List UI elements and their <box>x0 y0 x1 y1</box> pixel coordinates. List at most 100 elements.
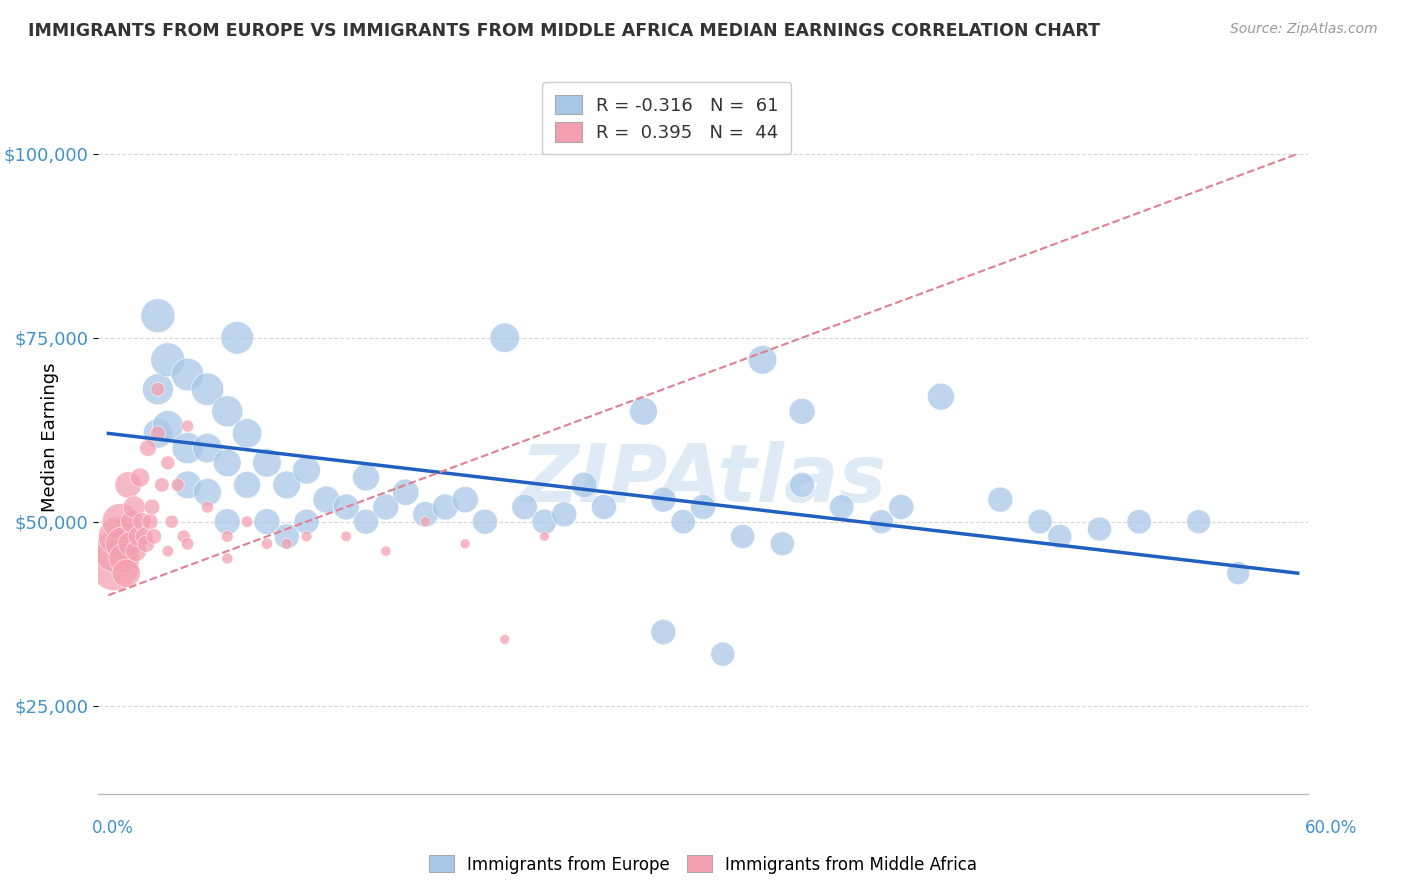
Point <box>770 537 793 551</box>
Point <box>1187 515 1209 529</box>
Text: Source: ZipAtlas.com: Source: ZipAtlas.com <box>1230 22 1378 37</box>
Point <box>176 537 198 551</box>
Point <box>197 441 219 455</box>
Point <box>146 426 169 441</box>
Point <box>173 529 195 543</box>
Text: Median Earnings: Median Earnings <box>41 362 59 512</box>
Point <box>494 331 516 345</box>
Point <box>633 404 655 418</box>
Point <box>652 492 675 507</box>
Point <box>129 470 152 484</box>
Point <box>236 478 259 492</box>
Point <box>217 404 239 418</box>
Point <box>166 478 188 492</box>
Point <box>553 508 575 522</box>
Point <box>217 551 239 566</box>
Point <box>295 529 318 543</box>
Point <box>354 515 377 529</box>
Point <box>236 515 259 529</box>
Point <box>141 500 163 514</box>
Point <box>226 331 249 345</box>
Point <box>197 500 219 514</box>
Point <box>103 558 125 573</box>
Point <box>256 515 278 529</box>
Point <box>672 515 695 529</box>
Point <box>295 463 318 477</box>
Point <box>790 478 813 492</box>
Point <box>156 456 179 470</box>
Point <box>107 529 129 543</box>
Point <box>122 500 145 514</box>
Point <box>494 632 516 647</box>
Point <box>295 515 318 529</box>
Point <box>870 515 893 529</box>
Point <box>395 485 418 500</box>
Point <box>197 382 219 396</box>
Point <box>256 537 278 551</box>
Point <box>335 529 357 543</box>
Point <box>176 419 198 434</box>
Point <box>533 515 555 529</box>
Point <box>415 508 437 522</box>
Point <box>217 515 239 529</box>
Point <box>176 478 198 492</box>
Point <box>929 390 952 404</box>
Point <box>217 529 239 543</box>
Point <box>115 566 138 581</box>
Text: 60.0%: 60.0% <box>1305 819 1357 837</box>
Point <box>790 404 813 418</box>
Point <box>731 529 754 543</box>
Point <box>110 515 132 529</box>
Point <box>236 426 259 441</box>
Point <box>142 529 165 543</box>
Point <box>1029 515 1052 529</box>
Point <box>146 309 169 323</box>
Point <box>156 419 179 434</box>
Point <box>136 441 159 455</box>
Point <box>276 529 298 543</box>
Point <box>146 382 169 396</box>
Point <box>139 515 162 529</box>
Point <box>197 485 219 500</box>
Point <box>572 478 595 492</box>
Point <box>652 625 675 640</box>
Point <box>831 500 853 514</box>
Point <box>146 382 169 396</box>
Point <box>125 544 148 558</box>
Point <box>1227 566 1250 581</box>
Point <box>127 529 149 543</box>
Point <box>454 537 477 551</box>
Point <box>533 529 555 543</box>
Point <box>354 470 377 484</box>
Point <box>176 441 198 455</box>
Point <box>176 368 198 382</box>
Point <box>256 456 278 470</box>
Point <box>513 500 536 514</box>
Point <box>1088 522 1111 536</box>
Point <box>1049 529 1071 543</box>
Point <box>150 478 173 492</box>
Point <box>135 537 157 551</box>
Text: 0.0%: 0.0% <box>91 819 134 837</box>
Point <box>132 529 155 543</box>
Point <box>335 500 357 514</box>
Point <box>988 492 1011 507</box>
Point <box>711 647 734 661</box>
Point <box>117 478 139 492</box>
Point <box>315 492 337 507</box>
Point <box>374 500 396 514</box>
Legend: Immigrants from Europe, Immigrants from Middle Africa: Immigrants from Europe, Immigrants from … <box>420 847 986 882</box>
Point <box>105 544 128 558</box>
Point <box>160 515 183 529</box>
Point <box>1128 515 1150 529</box>
Text: ZIPAtlas: ZIPAtlas <box>520 441 886 519</box>
Legend: R = -0.316   N =  61, R =  0.395   N =  44: R = -0.316 N = 61, R = 0.395 N = 44 <box>543 82 792 154</box>
Point <box>415 515 437 529</box>
Point <box>434 500 457 514</box>
Point <box>131 515 153 529</box>
Point <box>146 426 169 441</box>
Text: IMMIGRANTS FROM EUROPE VS IMMIGRANTS FROM MIDDLE AFRICA MEDIAN EARNINGS CORRELAT: IMMIGRANTS FROM EUROPE VS IMMIGRANTS FRO… <box>28 22 1099 40</box>
Point <box>276 537 298 551</box>
Point <box>593 500 616 514</box>
Point <box>276 478 298 492</box>
